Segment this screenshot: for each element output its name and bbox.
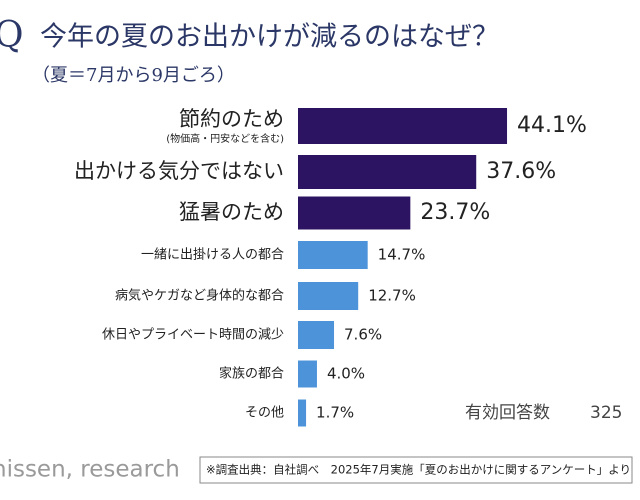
category-label: 猛暑のため <box>179 200 284 224</box>
bar <box>298 360 317 388</box>
category-label: 一緒に出掛ける人の都合 <box>141 248 284 263</box>
value-label: 23.7% <box>420 200 490 225</box>
source-box <box>199 456 633 484</box>
bar <box>298 196 411 230</box>
category-label: 休日やプライベート時間の減少 <box>102 327 284 343</box>
bar <box>298 155 477 189</box>
value-label: 14.7% <box>378 246 426 264</box>
source-note: ※調査出典：自社調べ 2025年7月実施「夏のお出かけに関するアンケート」より <box>206 463 631 477</box>
bar <box>298 321 335 349</box>
category-note: (物価高・円安などを含む) <box>166 132 284 145</box>
value-label: 37.6% <box>486 159 556 184</box>
logo: nissen, research <box>0 457 180 483</box>
value-label: 4.0% <box>327 365 365 383</box>
category-label: 家族の都合 <box>219 366 284 382</box>
category-label: 節約のため <box>179 107 284 131</box>
bar <box>298 241 368 269</box>
value-label: 7.6% <box>344 326 382 344</box>
question-mark: Q <box>0 15 24 56</box>
value-label: 44.1% <box>517 113 587 138</box>
value-label: 1.7% <box>316 404 354 422</box>
chart-subtitle: （夏＝7月から9月ごろ） <box>32 65 235 86</box>
bar <box>298 282 359 310</box>
sample-size: 325 <box>590 403 622 423</box>
category-label: 病気やケガなど身体的な都合 <box>115 288 284 304</box>
category-label: 出かける気分ではない <box>74 159 284 183</box>
chart-title: 今年の夏のお出かけが減るのはなぜ？ <box>40 22 499 53</box>
category-label: その他 <box>245 406 284 421</box>
bar <box>298 399 307 427</box>
bar <box>298 108 508 144</box>
value-label: 12.7% <box>368 287 416 305</box>
sample-label: 有効回答数 <box>465 403 550 423</box>
